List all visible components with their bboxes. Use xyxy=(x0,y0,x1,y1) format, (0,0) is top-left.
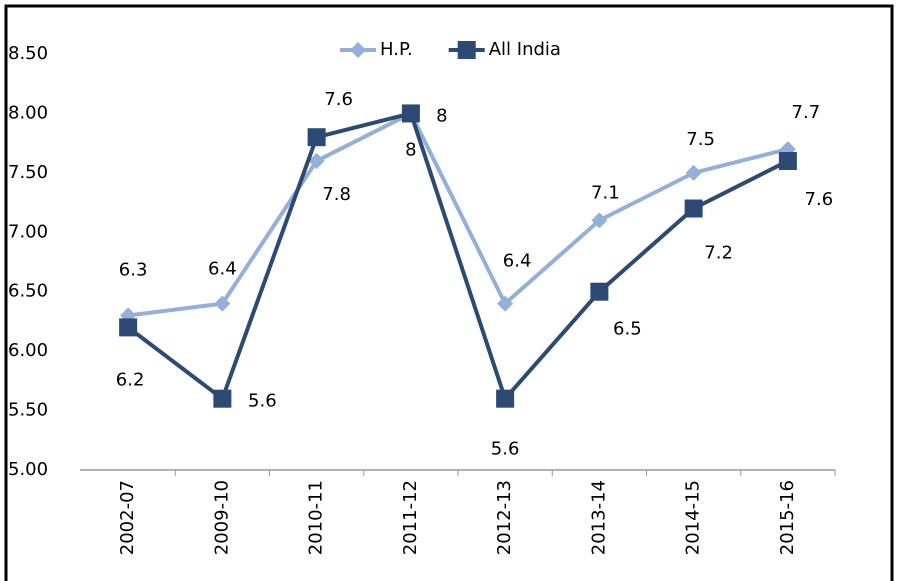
data-label: 7.5 xyxy=(686,129,715,150)
y-tick-label: 5.50 xyxy=(8,400,48,421)
y-tick-label: 5.00 xyxy=(8,459,48,480)
x-tick-label: 2014-15 xyxy=(683,480,704,555)
marker xyxy=(307,128,326,147)
marker xyxy=(214,295,231,312)
data-label: 6.2 xyxy=(116,369,145,390)
data-label: 7.6 xyxy=(805,189,834,210)
y-tick-label: 7.50 xyxy=(8,162,48,183)
marker xyxy=(213,389,232,408)
y-tick-label: 8.50 xyxy=(8,43,48,64)
x-tick-label: 2002-07 xyxy=(117,480,138,555)
series-line xyxy=(127,111,789,318)
legend-label: H.P. xyxy=(380,39,413,60)
data-label: 7.2 xyxy=(704,243,733,264)
x-tick-label: 2009-10 xyxy=(211,480,232,555)
marker xyxy=(778,151,797,170)
x-tick-label: 2010-11 xyxy=(306,480,327,555)
marker xyxy=(497,295,514,312)
legend-label: All India xyxy=(489,39,561,60)
data-label: 7.1 xyxy=(591,182,620,203)
marker xyxy=(401,104,420,123)
marker xyxy=(591,212,608,229)
data-label: 8 xyxy=(405,139,416,160)
frame xyxy=(4,4,894,581)
y-tick-label: 6.00 xyxy=(8,340,48,361)
marker xyxy=(119,318,138,337)
data-label: 5.6 xyxy=(491,439,520,460)
data-label: 6.3 xyxy=(119,259,148,280)
data-label: 7.6 xyxy=(324,89,353,110)
x-tick-label: 2012-13 xyxy=(494,480,515,555)
data-label: 6.4 xyxy=(208,259,237,280)
data-label: 5.6 xyxy=(248,391,277,412)
marker xyxy=(308,152,325,169)
marker xyxy=(684,199,703,218)
marker xyxy=(685,164,702,181)
y-tick-label: 6.50 xyxy=(8,281,48,302)
y-tick-label: 8.00 xyxy=(8,102,48,123)
data-label: 7.7 xyxy=(792,102,821,123)
x-tick-label: 2013-14 xyxy=(588,480,609,555)
marker xyxy=(496,389,515,408)
data-label: 6.5 xyxy=(613,319,642,340)
data-label: 6.4 xyxy=(503,251,532,272)
data-label: 8 xyxy=(436,105,447,126)
data-label: 7.8 xyxy=(322,184,351,205)
x-tick-label: 2011-12 xyxy=(400,480,421,555)
y-tick-label: 7.00 xyxy=(8,221,48,242)
marker xyxy=(457,41,476,59)
marker xyxy=(350,42,366,58)
x-tick-label: 2015-16 xyxy=(777,480,798,555)
marker xyxy=(590,282,609,301)
series-line xyxy=(126,111,789,401)
